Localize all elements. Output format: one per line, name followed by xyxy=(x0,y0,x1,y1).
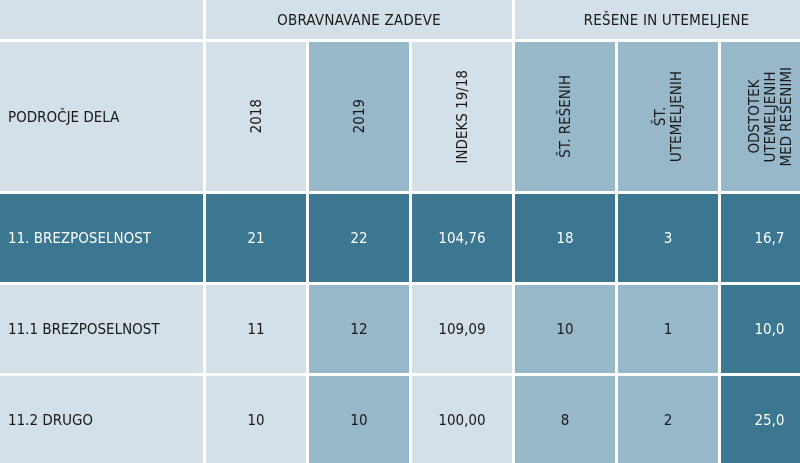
cell-percent: 25,0 xyxy=(721,376,800,463)
corner-cell xyxy=(0,0,203,39)
column-header-2018: 2018 xyxy=(247,99,265,134)
cell-percent: 10,0 xyxy=(721,285,800,373)
cell-2019: 12 xyxy=(309,285,409,373)
cell-2018: 10 xyxy=(206,376,306,463)
group-header-handled: OBRAVNAVANE ZADEVE xyxy=(206,0,512,39)
column-header-2019-cell: 2019 xyxy=(309,42,409,191)
column-header-index: INDEKS 19/18 xyxy=(453,69,471,164)
cell-resolved: 8 xyxy=(515,376,615,463)
cell-2018: 21 xyxy=(206,194,306,282)
column-header-resolved: ŠT. REŠENIH xyxy=(556,75,574,158)
column-header-percent-cell: ODSTOTEK UTEMELJENIH MED REŠENIMI xyxy=(721,42,800,191)
cell-index: 109,09 xyxy=(412,285,512,373)
cell-resolved: 10 xyxy=(515,285,615,373)
group-header-resolved: REŠENE IN UTEMELJENE xyxy=(515,0,800,39)
row-label: 11. BREZPOSELNOST xyxy=(0,194,203,282)
cell-index: 100,00 xyxy=(412,376,512,463)
column-header-justified-cell: ŠT. UTEMELJENIH xyxy=(618,42,718,191)
cell-2019: 10 xyxy=(309,376,409,463)
cell-resolved: 18 xyxy=(515,194,615,282)
row-label: 11.1 BREZPOSELNOST xyxy=(0,285,203,373)
cell-justified: 2 xyxy=(618,376,718,463)
cell-justified: 1 xyxy=(618,285,718,373)
cell-2019: 22 xyxy=(309,194,409,282)
column-header-percent: ODSTOTEK UTEMELJENIH MED REŠENIMI xyxy=(744,66,795,167)
column-header-resolved-cell: ŠT. REŠENIH xyxy=(515,42,615,191)
row-label: 11.2 DRUGO xyxy=(0,376,203,463)
column-header-2019: 2019 xyxy=(350,99,368,134)
cell-justified: 3 xyxy=(618,194,718,282)
cell-percent: 16,7 xyxy=(721,194,800,282)
column-header-justified: ŠT. UTEMELJENIH xyxy=(651,70,685,163)
column-header-2018-cell: 2018 xyxy=(206,42,306,191)
cell-index: 104,76 xyxy=(412,194,512,282)
cell-2018: 11 xyxy=(206,285,306,373)
column-header-area: PODROČJE DELA xyxy=(0,42,203,191)
column-header-index-cell: INDEKS 19/18 xyxy=(412,42,512,191)
